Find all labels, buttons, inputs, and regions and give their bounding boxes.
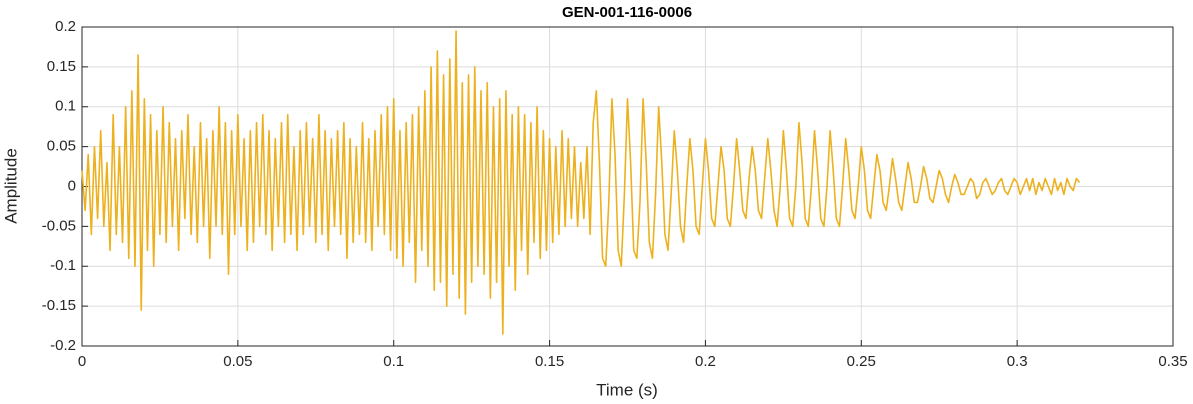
signal-line: [81, 30, 1081, 335]
y-tick-label: 0: [68, 177, 76, 194]
y-tick-label: -0.1: [50, 257, 76, 274]
plot-frame: [81, 26, 1174, 347]
x-tick-label: 0.25: [847, 353, 876, 370]
x-tick-label: 0: [78, 353, 86, 370]
y-tick-label: -0.05: [42, 217, 76, 234]
x-tick-label: 0.1: [383, 353, 404, 370]
x-tick-label: 0.3: [1007, 353, 1028, 370]
y-tick-label: 0.2: [55, 18, 76, 35]
y-tick-label: -0.2: [50, 337, 76, 354]
x-tick-label: 0.2: [695, 353, 716, 370]
x-tick-label: 0.35: [1158, 353, 1187, 370]
y-tick-label: 0.15: [47, 58, 76, 75]
chart-title: GEN-001-116-0006: [562, 4, 692, 21]
y-tick-label: 0.1: [55, 98, 76, 115]
y-tick-label: -0.15: [42, 297, 76, 314]
y-tick-label: 0.05: [47, 138, 76, 155]
x-tick-label: 0.15: [535, 353, 564, 370]
y-axis-label: Amplitude: [1, 148, 20, 224]
x-tick-label: 0.05: [223, 353, 252, 370]
x-axis-label: Time (s): [596, 380, 658, 399]
